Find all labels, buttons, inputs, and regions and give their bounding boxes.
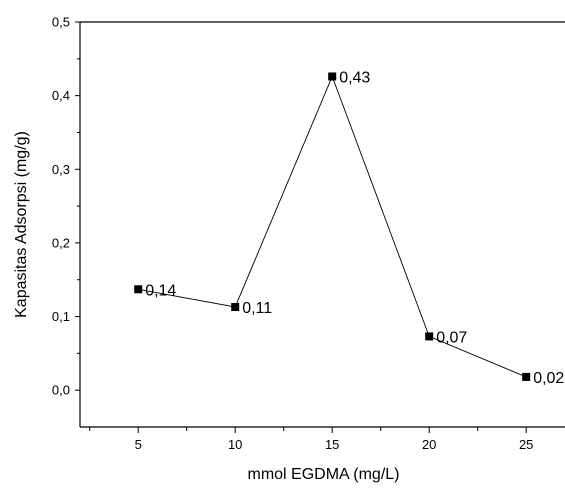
- data-labels: 0,14 0,11 0,43 0,07 0,02: [145, 69, 564, 386]
- y-tick-label: 0,4: [52, 88, 70, 103]
- data-label: 0,07: [436, 329, 467, 346]
- plot-frame: [79, 21, 565, 428]
- x-tick-label: 20: [422, 437, 436, 452]
- data-label: 0,43: [339, 69, 370, 86]
- y-tick-label: 0,5: [52, 15, 70, 30]
- data-label: 0,14: [145, 282, 176, 299]
- x-axis-ticks: 5 10 15 20 25: [89, 427, 533, 452]
- series-line: [138, 75, 527, 378]
- data-label: 0,11: [242, 300, 272, 317]
- x-tick-label: 15: [325, 437, 339, 452]
- y-axis-ticks: 0,0 0,1 0,2 0,3 0,4 0,5: [52, 15, 80, 398]
- data-point: [522, 372, 531, 381]
- data-label: 0,02: [533, 370, 564, 387]
- y-tick-label: 0,1: [52, 309, 70, 324]
- x-tick-label: 25: [519, 437, 533, 452]
- data-point: [425, 332, 434, 341]
- data-markers: [134, 72, 531, 381]
- y-tick-label: 0,2: [52, 235, 70, 250]
- data-point: [134, 285, 143, 294]
- x-axis-title: mmol EGDMA (mg/L): [247, 466, 399, 483]
- data-point: [231, 302, 240, 311]
- data-point: [328, 72, 337, 81]
- y-tick-label: 0,0: [52, 383, 70, 398]
- y-axis-title: Kapasitas Adsorpsi (mg/g): [13, 131, 30, 318]
- y-tick-label: 0,3: [52, 162, 70, 177]
- x-tick-label: 5: [135, 437, 142, 452]
- x-tick-label: 10: [228, 437, 242, 452]
